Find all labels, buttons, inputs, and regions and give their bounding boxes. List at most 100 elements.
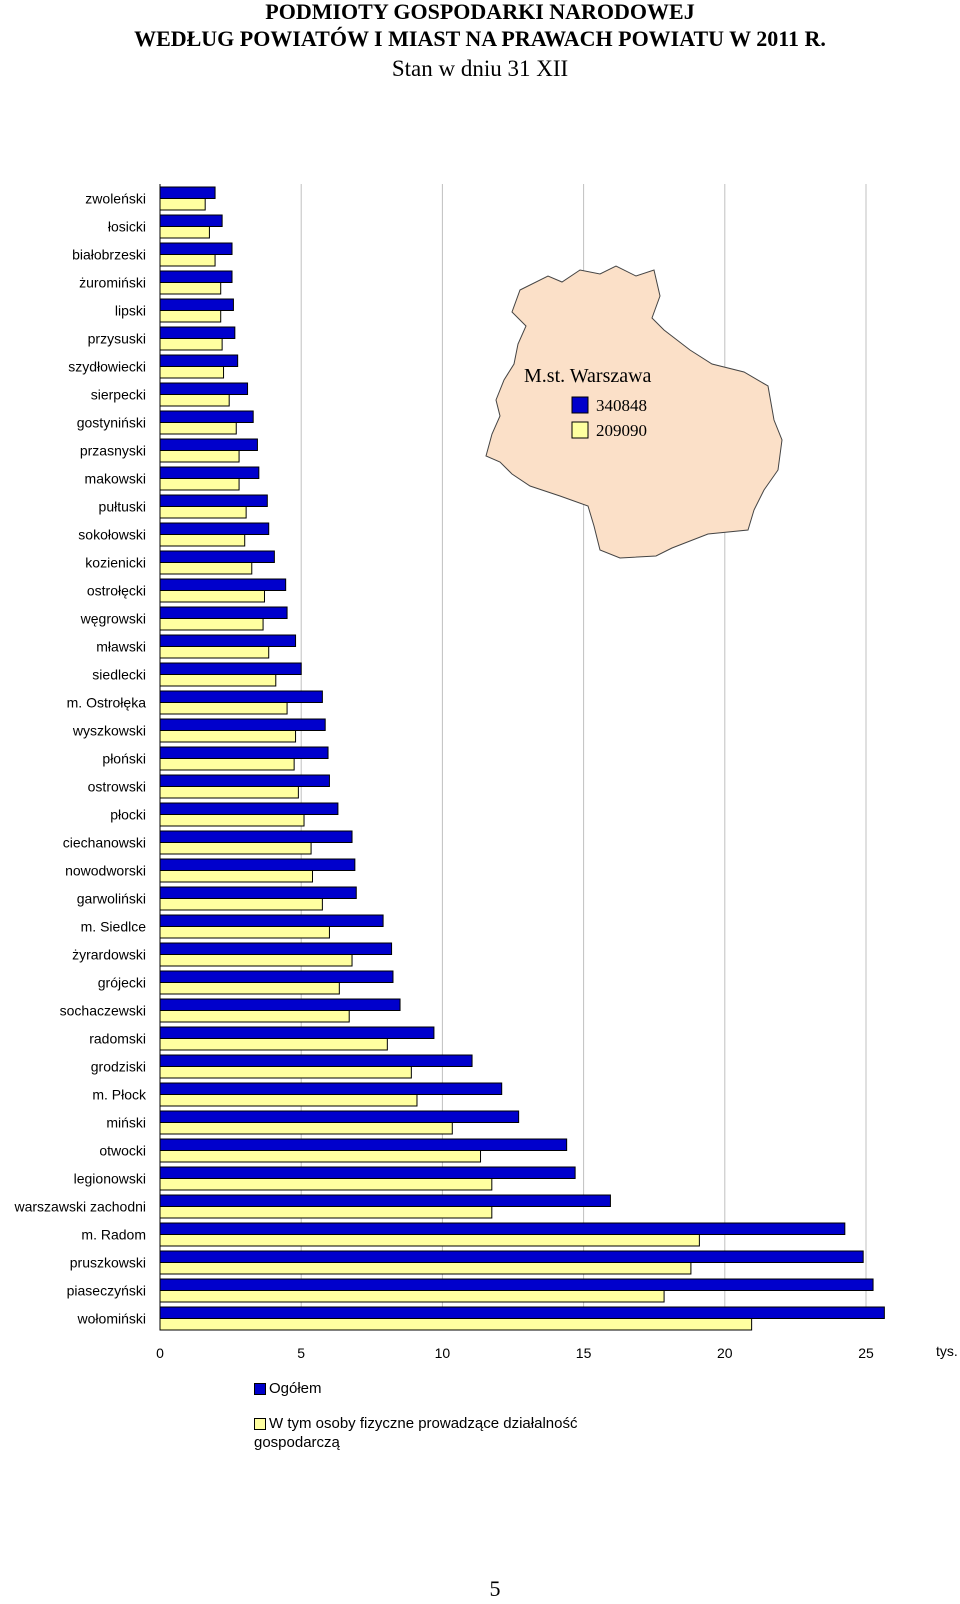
category-label: makowski [85, 471, 146, 487]
bar-individuals [159, 562, 253, 575]
bar-individuals [159, 310, 222, 323]
category-label: białobrzeski [72, 247, 146, 263]
bar-total [159, 718, 326, 731]
category-label: ostrołęcki [87, 583, 146, 599]
category-label: szydłowiecki [68, 359, 146, 375]
bar-individuals [159, 954, 353, 967]
bar-individuals [159, 786, 299, 799]
x-tick-label: 10 [435, 1345, 451, 1361]
bar-total [159, 1194, 611, 1207]
category-label: radomski [89, 1031, 146, 1047]
bar-individuals [159, 870, 313, 883]
bar-total [159, 1110, 520, 1123]
bar-individuals [159, 1010, 350, 1023]
inset-swatch-individuals [571, 421, 589, 439]
bar-total [159, 1026, 435, 1039]
category-label: siedlecki [92, 667, 146, 683]
bar-individuals [159, 702, 288, 715]
bar-individuals [159, 478, 240, 491]
warszawa-map-shape [485, 265, 783, 559]
category-label: lipski [115, 303, 146, 319]
category-label: żyrardowski [72, 947, 146, 963]
bar-total [159, 438, 258, 451]
bar-total [159, 522, 270, 535]
x-axis-unit: tys. [936, 1343, 958, 1359]
category-label: wołomiński [77, 1311, 146, 1327]
bar-total [159, 466, 260, 479]
bar-individuals [159, 1206, 493, 1219]
category-labels: zwoleński łosicki białobrzeski żuromiński li… [14, 191, 147, 1327]
page-number: 5 [489, 1576, 501, 1601]
category-label: warszawski zachodni [14, 1199, 147, 1215]
category-label: gostyniński [77, 415, 146, 431]
category-label: płocki [110, 807, 146, 823]
bar-individuals [159, 282, 222, 295]
bar-total [159, 1250, 864, 1263]
category-label: żuromiński [79, 275, 146, 291]
category-label: m. Siedlce [81, 919, 147, 935]
bar-individuals [159, 1150, 482, 1163]
bar-total [159, 410, 254, 423]
category-label: garwoliński [77, 891, 146, 907]
bar-total [159, 830, 353, 843]
legend-label-individuals: W tym osoby fizyczne prowadzące działaln… [254, 1415, 578, 1451]
bar-individuals [159, 898, 323, 911]
bar-total [159, 270, 233, 283]
bar-total [159, 942, 393, 955]
bar-total [159, 550, 275, 563]
bar-total [159, 1222, 846, 1235]
bar-total [159, 606, 288, 619]
category-label: nowodworski [65, 863, 146, 879]
title-line-1: PODMIOTY GOSPODARKI NARODOWEJ [265, 0, 695, 24]
category-label: m. Radom [81, 1227, 146, 1243]
category-label: grodziski [91, 1059, 146, 1075]
category-label: węgrowski [80, 611, 146, 627]
bar-total [159, 662, 302, 675]
bar-individuals [159, 394, 230, 407]
category-label: miński [106, 1115, 146, 1131]
category-label: m. Ostrołęka [67, 695, 147, 711]
bar-individuals [159, 1318, 753, 1331]
bar-total [159, 998, 401, 1011]
category-label: legionowski [74, 1171, 146, 1187]
bar-individuals [159, 982, 340, 995]
category-label: sierpecki [91, 387, 146, 403]
bar-individuals [159, 1094, 418, 1107]
bar-individuals [159, 534, 246, 547]
inset-value-individuals: 209090 [596, 421, 647, 440]
bar-individuals [159, 450, 240, 463]
bar-total [159, 1082, 503, 1095]
bar-individuals [159, 758, 295, 771]
bar-individuals [159, 1262, 692, 1275]
title-line-2: WEDŁUG POWIATÓW I MIAST NA PRAWACH POWIA… [134, 26, 826, 51]
title-date: Stan w dniu 31 XII [391, 56, 569, 81]
bar-individuals [159, 730, 297, 743]
category-label: grójecki [98, 975, 146, 991]
bar-total [159, 886, 357, 899]
bar-total [159, 1138, 568, 1151]
bar-total [159, 858, 356, 871]
bar-individuals [159, 926, 330, 939]
bar-individuals [159, 1122, 453, 1135]
bar-individuals [159, 1066, 412, 1079]
category-label: płoński [102, 751, 146, 767]
category-label: otwocki [99, 1143, 146, 1159]
x-tick-label: 15 [576, 1345, 592, 1361]
x-tick-label: 5 [297, 1345, 305, 1361]
category-label: zwoleński [85, 191, 146, 207]
legend-swatch-total [254, 1383, 266, 1396]
bar-total [159, 1306, 885, 1319]
legend-label-total: Ogółem [269, 1380, 322, 1397]
category-label: sokołowski [78, 527, 146, 543]
x-tick-label: 20 [717, 1345, 733, 1361]
x-axis-ticks: 0 5 10 15 20 25 [156, 1345, 874, 1361]
bar-total [159, 690, 323, 703]
bar-individuals [159, 226, 210, 239]
bar-total [159, 242, 233, 255]
bar-individuals [159, 814, 305, 827]
category-label: ostrowski [88, 779, 146, 795]
bar-total [159, 1054, 473, 1067]
bar-individuals [159, 842, 312, 855]
bar-total [159, 774, 330, 787]
bar-individuals [159, 1234, 700, 1247]
